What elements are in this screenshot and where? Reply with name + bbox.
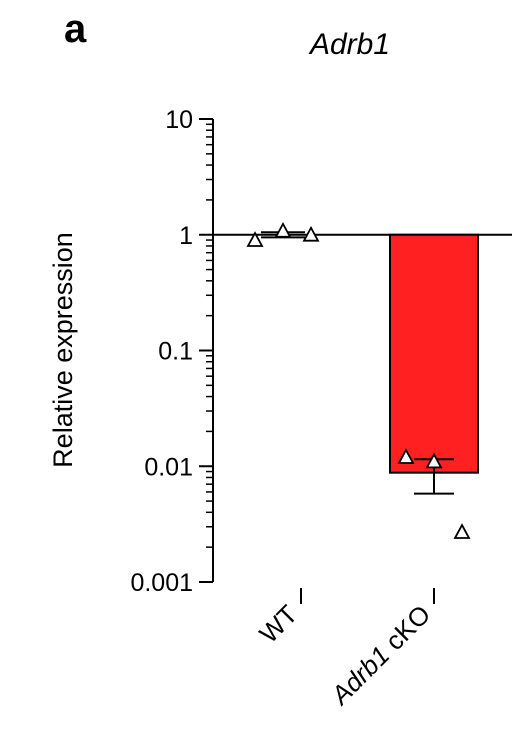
data-point bbox=[397, 448, 415, 464]
data-point bbox=[425, 452, 443, 469]
data-points-layer bbox=[246, 221, 471, 539]
y-tick-label: 10 bbox=[165, 106, 193, 134]
x-category-label: Adrb1 cKO bbox=[324, 599, 437, 712]
y-tick-label: 1 bbox=[179, 222, 193, 250]
data-point bbox=[274, 221, 292, 238]
bars-layer bbox=[389, 233, 479, 474]
y-tick-label: 0.1 bbox=[158, 338, 193, 366]
y-tick-label: 0.001 bbox=[130, 569, 193, 597]
y-tick-label: 0.01 bbox=[144, 453, 193, 481]
x-category-label-plain: WT bbox=[253, 599, 303, 649]
y-axis: 0.001 0.01 0.1 1 10 bbox=[130, 106, 214, 597]
x-category-label: WT bbox=[253, 599, 303, 649]
chart-title: Adrb1 bbox=[308, 28, 390, 61]
data-point bbox=[453, 523, 471, 539]
data-point bbox=[246, 231, 264, 247]
bar bbox=[389, 233, 479, 474]
x-axis-labels: WT Adrb1 cKO bbox=[253, 588, 436, 712]
panel-letter: a bbox=[64, 7, 87, 51]
data-point bbox=[302, 225, 320, 242]
y-axis-label: Relative expression bbox=[48, 232, 78, 468]
